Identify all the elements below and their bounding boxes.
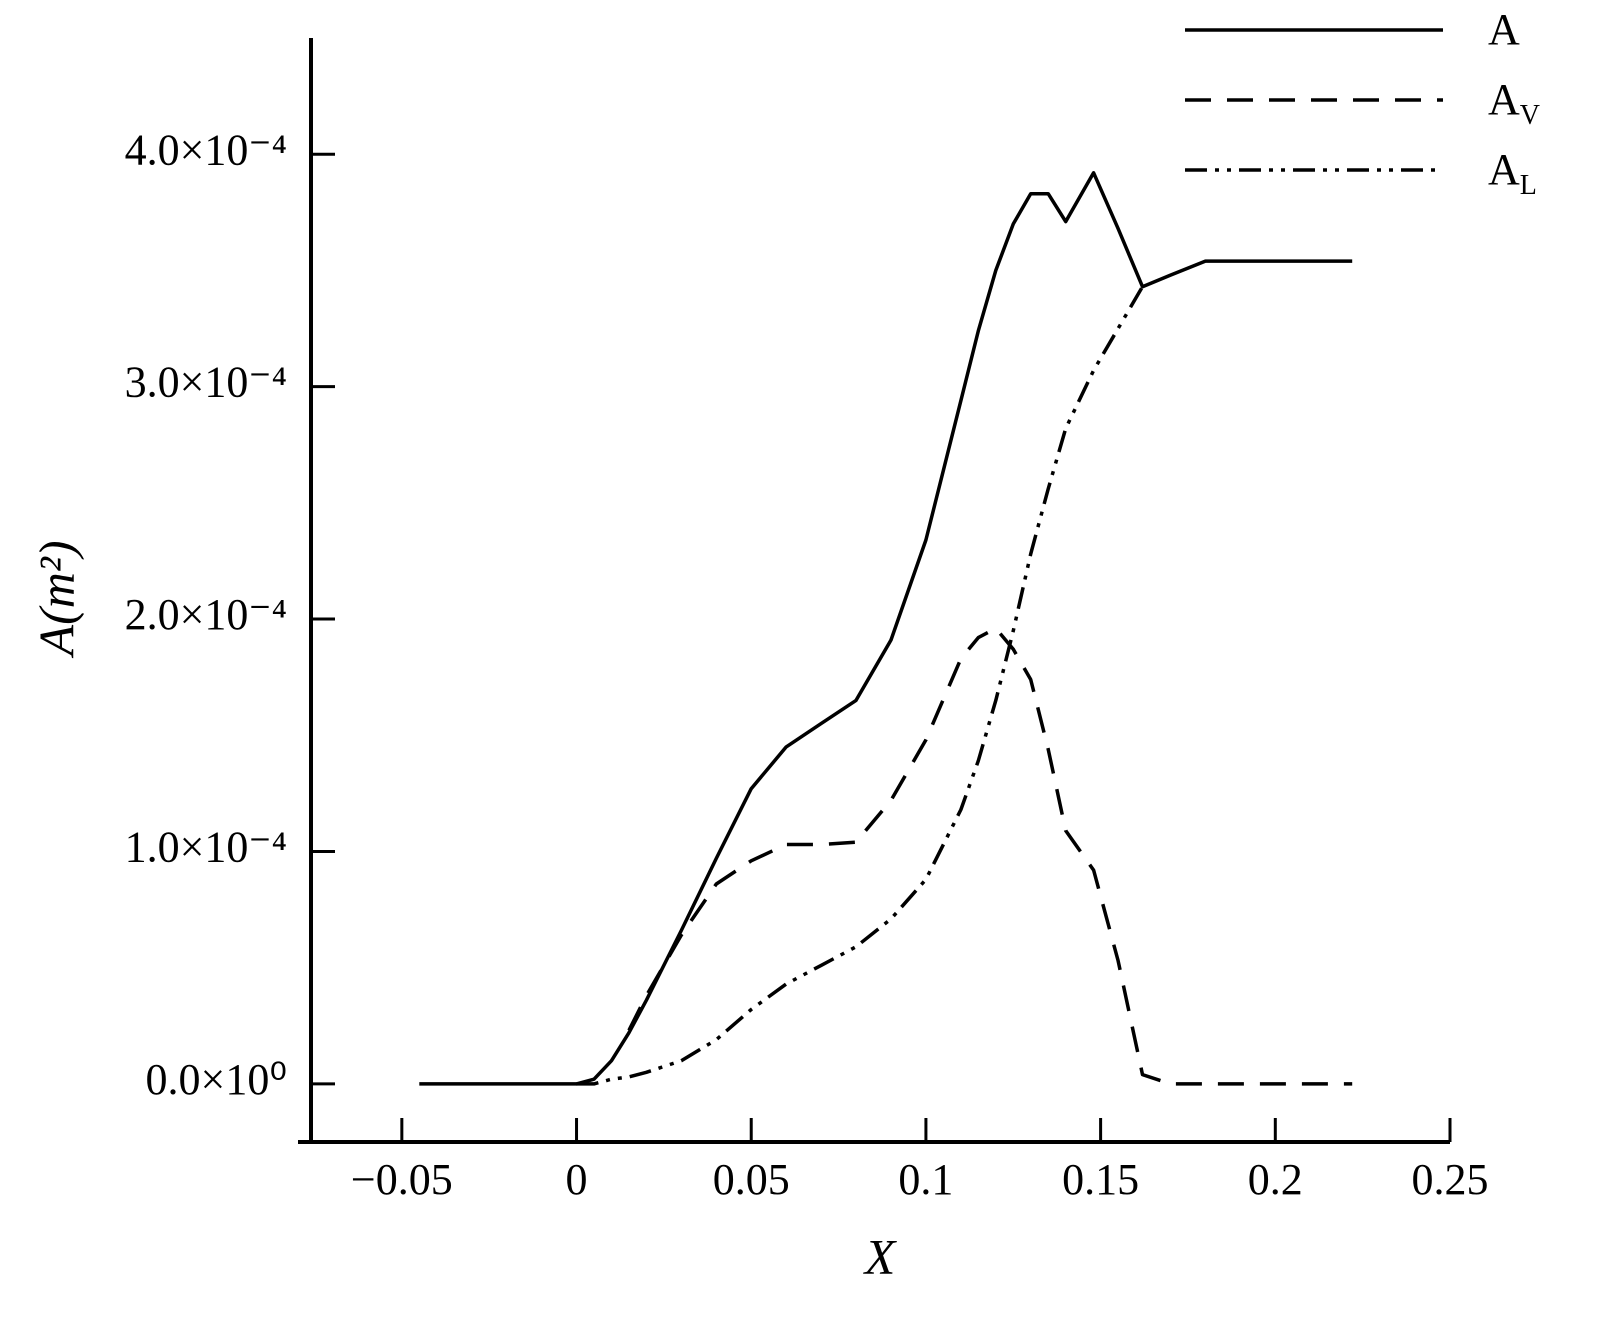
series-line: [419, 171, 1353, 1086]
legend-label: AL: [1488, 145, 1537, 201]
x-tick-label: −0.05: [351, 1155, 453, 1204]
x-axis-label: X: [863, 1228, 898, 1284]
series-line: [576, 285, 1145, 1086]
x-tick-label: 0.2: [1248, 1155, 1303, 1204]
legend-label: AV: [1488, 75, 1540, 131]
x-tick-label: 0.15: [1062, 1155, 1139, 1204]
x-tick-label: 0.1: [898, 1155, 953, 1204]
y-tick-label: 0.0×10⁰: [146, 1055, 287, 1104]
y-tick-label: 3.0×10⁻⁴: [125, 358, 287, 407]
series-line: [627, 626, 1353, 1086]
y-tick-label: 2.0×10⁻⁴: [125, 590, 287, 639]
x-tick-label: 0: [566, 1155, 588, 1204]
x-tick-label: 0.05: [713, 1155, 790, 1204]
y-tick-label: 4.0×10⁻⁴: [125, 125, 287, 174]
y-tick-label: 1.0×10⁻⁴: [125, 823, 287, 872]
legend-label: A: [1488, 5, 1520, 54]
x-tick-label: 0.25: [1412, 1155, 1489, 1204]
y-axis-label: A(m²): [28, 541, 84, 659]
